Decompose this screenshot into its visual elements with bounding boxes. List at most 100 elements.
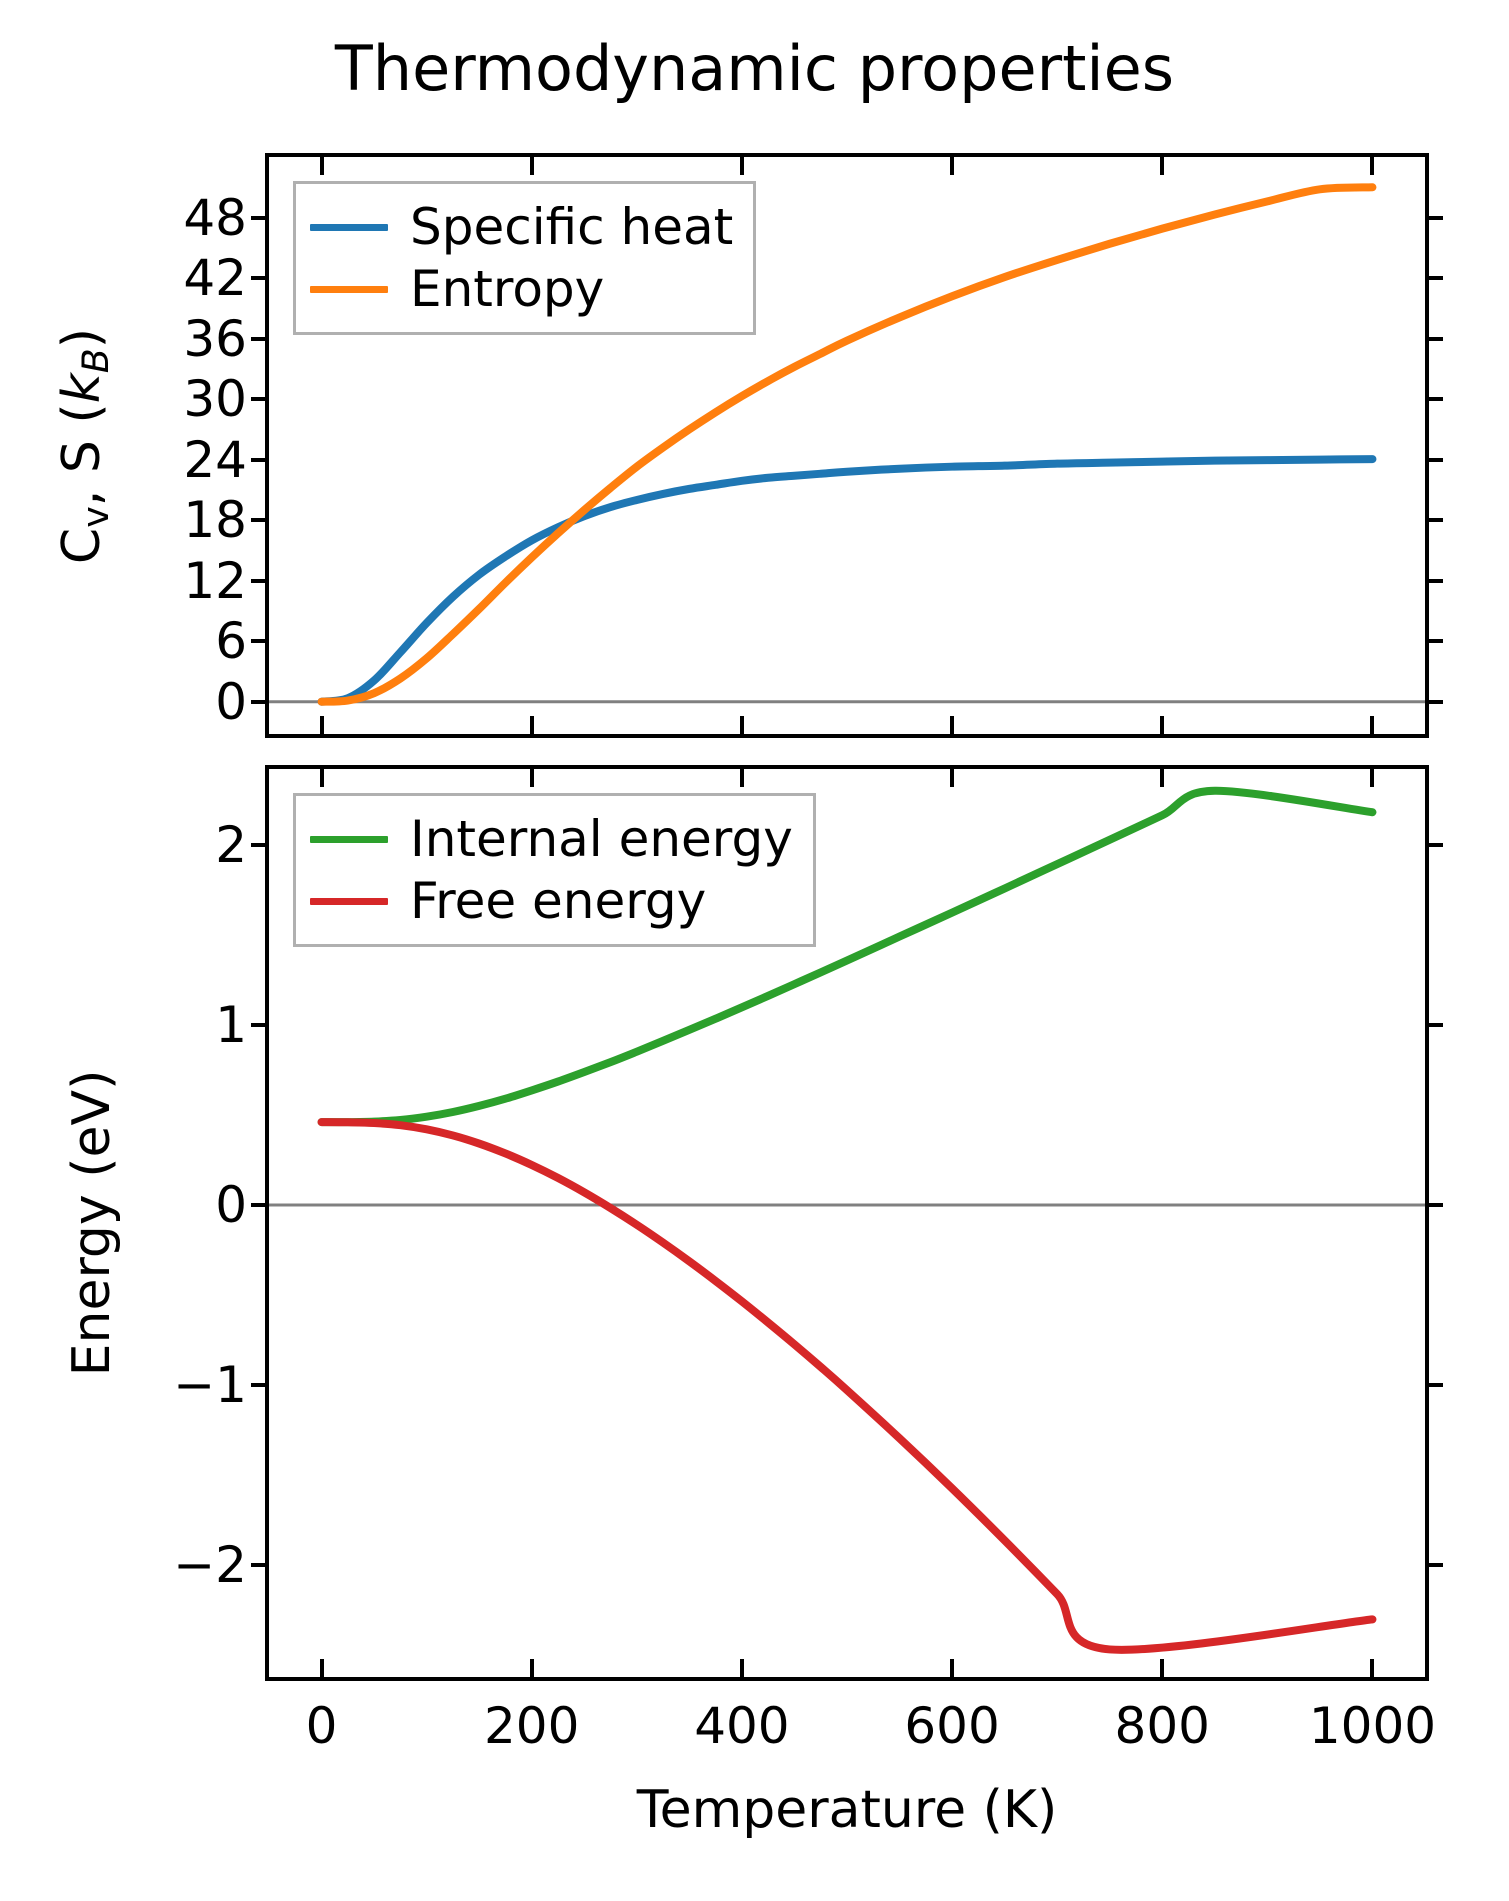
y-tick-mark [251,397,269,402]
y-tick-label: 36 [183,309,247,368]
figure-title: Thermodynamic properties [334,32,1175,105]
x-tick-mark-top [739,157,744,175]
legend-item[interactable]: Specific heat [310,196,733,258]
y-tick-mark [251,578,269,583]
x-tick-label: 200 [484,1697,580,1755]
y-tick-label: 42 [183,249,247,308]
y-tick-mark-right [1425,215,1443,220]
y-tick-mark [251,276,269,281]
x-tick-mark [739,716,744,734]
y-tick-mark [251,518,269,523]
x-tick-mark-top [529,769,534,787]
x-tick-mark-top [319,157,324,175]
x-tick-mark [739,1659,744,1677]
y-tick-label: −1 [173,1356,247,1415]
ylabel-c: C [52,527,112,565]
legend-swatch-specific-heat [310,223,388,231]
top-panel-axes: 0 6 12 18 24 30 36 42 48 Specific heat Entropy [183,153,1443,738]
x-tick-mark-top [1370,157,1375,175]
y-tick-label: 0 [215,1175,247,1234]
ylabel-k: k [52,373,112,404]
ylabel-suffix: ) [52,327,112,349]
y-tick-label: 48 [183,188,247,247]
x-tick-label: 1000 [1308,1697,1437,1755]
y-tick-mark-right [1425,397,1443,402]
y-tick-mark-right [1425,639,1443,644]
x-tick-mark-top [739,769,744,787]
y-tick-label: −2 [173,1536,247,1595]
legend-label-entropy: Entropy [410,260,605,318]
y-tick-mark [251,699,269,704]
top-panel-ylabel: Cv, S (kB) [52,328,117,564]
y-tick-mark [251,215,269,220]
legend-label-specific-heat: Specific heat [410,198,734,256]
y-tick-mark [251,639,269,644]
bottom-panel-axes: −2 −1 0 1 2 0 200 400 600 800 1000 Internal energy… [173,765,1443,1755]
y-tick-mark [251,1202,269,1207]
x-tick-mark [529,716,534,734]
x-tick-mark-top [950,769,955,787]
figure-xlabel: Temperature (K) [636,1780,1058,1840]
legend-swatch-entropy [310,285,388,293]
x-tick-mark-top [1160,157,1165,175]
y-tick-label: 2 [215,815,247,874]
bottom-panel-ylabel: Energy (eV) [62,1069,122,1377]
x-tick-mark [1370,716,1375,734]
y-tick-mark-right [1425,1022,1443,1027]
y-tick-mark [251,1383,269,1388]
bottom-panel-legend: Internal energy Free energy [293,793,816,947]
y-tick-mark [251,457,269,462]
x-tick-mark-top [1160,769,1165,787]
series-line-specific-heat [322,459,1373,702]
y-tick-mark [251,1563,269,1568]
series-line-entropy [322,187,1373,701]
legend-label-internal-energy: Internal energy [410,810,793,868]
x-tick-mark [950,716,955,734]
x-tick-mark [1160,1659,1165,1677]
x-tick-label: 600 [904,1697,1000,1755]
x-tick-mark [529,1659,534,1677]
y-tick-mark-right [1425,842,1443,847]
legend-item[interactable]: Entropy [310,258,733,320]
top-panel-plot-area [269,157,1425,734]
y-tick-mark-right [1425,1563,1443,1568]
y-tick-mark [251,1022,269,1027]
y-tick-label: 6 [215,612,247,671]
bottom-panel-plot-area [269,769,1425,1677]
x-tick-mark [1160,716,1165,734]
series-line-free-energy [322,1122,1373,1650]
legend-item[interactable]: Free energy [310,870,793,932]
x-tick-mark-top [529,157,534,175]
y-tick-mark-right [1425,578,1443,583]
x-tick-mark-top [319,769,324,787]
y-tick-label: 12 [183,551,247,610]
y-tick-mark [251,842,269,847]
ylabel-c-subscript: v [74,506,118,528]
y-tick-mark-right [1425,276,1443,281]
x-tick-label: 400 [694,1697,790,1755]
x-tick-mark-top [1370,769,1375,787]
y-tick-mark-right [1425,1202,1443,1207]
x-tick-mark-top [950,157,955,175]
x-tick-mark [1370,1659,1375,1677]
y-tick-label: 18 [183,491,247,550]
legend-swatch-internal-energy [310,835,388,843]
legend-label-free-energy: Free energy [410,872,707,930]
top-panel-legend: Specific heat Entropy [293,181,757,335]
x-tick-mark [950,1659,955,1677]
y-tick-label: 30 [183,370,247,429]
legend-item[interactable]: Internal energy [310,808,793,870]
legend-swatch-free-energy [310,897,388,905]
y-tick-mark-right [1425,457,1443,462]
series-line-internal-energy [322,791,1373,1122]
y-tick-mark-right [1425,699,1443,704]
y-tick-label: 1 [215,995,247,1054]
x-tick-label: 0 [305,1697,338,1755]
y-tick-mark [251,336,269,341]
y-tick-mark-right [1425,518,1443,523]
x-tick-label: 800 [1114,1697,1210,1755]
x-tick-mark [319,716,324,734]
y-tick-mark-right [1425,336,1443,341]
y-tick-label: 24 [183,430,247,489]
